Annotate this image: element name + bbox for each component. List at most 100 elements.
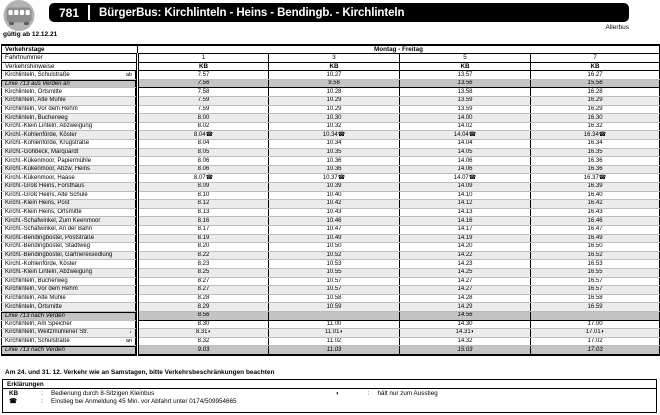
stop-name-cell: Kirchl.-Schafwinkel, Zum Keenmoor (2, 217, 136, 225)
time-cell: 8.27 (136, 277, 269, 287)
stop-name: Kirchlinteln, Vor dem Rehm (5, 105, 78, 112)
trip-note: KB (399, 62, 531, 72)
stop-name: Kirchlinteln, Vor dem Rehm (5, 286, 78, 293)
stop-name: Kirchl.-Bendingbostel, Stadtweg (5, 243, 91, 250)
time-cell: 8.09 (136, 182, 269, 192)
stop-name: Kirchl.-Kükenmoor, Papiermühle (5, 157, 92, 164)
time-cell: 10.58 (268, 294, 400, 304)
timetable-wrapper: Verkehrstage Montag - Freitag Fahrtnummer 1… (1, 44, 660, 356)
trip-note: KB (530, 62, 660, 72)
title-divider (88, 5, 91, 20)
stop-name: Kirchl.-Schafwinkel, Zum Keenmoor (5, 217, 101, 224)
trip-number: 1 (136, 53, 269, 63)
legend-item-exit-only: ◗ : hält nur zum Ausstieg (330, 390, 657, 398)
legend-column-left: KB : Bedienung durch 8-Sitzigen Kleinbus… (3, 389, 330, 407)
stop-name: Kirchl.-Klein Linteln, Abzweigung (5, 269, 93, 276)
time-cell: 14.06 (399, 165, 531, 175)
stop-name: Kirchl.-Groß Heins, Forsthaus (5, 183, 85, 190)
time-cell: 14.04☎ (399, 130, 531, 141)
colon: : (41, 390, 43, 397)
time-cell: 16.49 (530, 234, 660, 244)
table-row: Kirchl.-Schafwinkel, An der Bahn 8.17 10.4… (1, 225, 660, 235)
time-cell: 16.34☎ (530, 130, 660, 141)
stop-name-cell: Kirchl.-Groß Heins, Forsthaus (2, 183, 136, 191)
stop-name: Kirchl.-Klein Heins, Ortsmitte (5, 209, 82, 216)
time-cell: 10.40 (268, 191, 400, 201)
stop-marker: ↓ (129, 329, 132, 336)
legend-item-phone: ☎ : Einstieg bei Anmeldung 45 Min. vor A… (3, 398, 330, 406)
legend-body: KB : Bedienung durch 8-Sitzigen Kleinbus… (3, 389, 656, 407)
time-cell: 10.47 (268, 225, 400, 235)
days-header-value: Montag - Freitag (137, 45, 660, 55)
time-cell: 8.22 (136, 251, 269, 261)
stop-name-cell: Kirchlinteln, Schulstraße an (2, 337, 136, 346)
time-cell: 8.27 (136, 285, 269, 295)
table-row: Kirchl.-Kükenmoor, Haase 8.07☎ 10.37☎ 14.07… (1, 173, 660, 183)
time-cell: 17.00 (530, 320, 660, 330)
table-row: Kirchlinteln, Ortsmitte 8.29 10.59 14.29 16.… (1, 302, 660, 312)
time-cell (268, 310, 400, 321)
stop-name: Kirchlinteln, Am Speicher (5, 320, 72, 327)
table-row: Kirchlinteln, Schulstraße ab 7.57 10.27 13.5… (1, 70, 660, 80)
time-cell: 14.20 (399, 242, 531, 252)
timetable-table: Verkehrstage Montag - Freitag Fahrtnummer 1… (1, 44, 660, 356)
time-cell: 14.25 (399, 268, 531, 278)
route-title-bar: 781 BürgerBus: Kirchlinteln - Heins - Be… (49, 3, 629, 22)
stop-name: Kirchlinteln, Schulstraße (5, 337, 70, 344)
time-cell: 8.23 (136, 259, 269, 269)
stop-marker: ab (125, 71, 132, 78)
time-cell: 16.57 (530, 277, 660, 287)
time-cell: 10.37☎ (268, 173, 400, 183)
time-cell: 8.05 (136, 148, 269, 158)
time-cell: 14.31◗ (399, 328, 531, 338)
stop-name-cell: Kirchl.-Kükenmoor, Papiermühle (2, 157, 136, 165)
time-cell: 16.58 (530, 294, 660, 304)
time-cell: 8.28 (136, 294, 269, 304)
time-cell: 13.57 (399, 70, 531, 80)
time-cell: 8.16 (136, 216, 269, 226)
stop-marker: an (125, 337, 132, 344)
time-cell: 13.58 (399, 87, 531, 98)
stop-name-cell: Linie 713 nach Verden (2, 346, 136, 354)
stop-name-cell: Kirchl.-Groß Heins, Alte Schule (2, 191, 136, 200)
table-row: Kirchlinteln, Am Speicher 8.30 11.00 14.30 1… (1, 320, 660, 330)
table-row: Kirchlinteln, Weitzmühlener Str. ↓ 8.31◗ 11… (1, 328, 660, 338)
phone-icon: ☎ (9, 398, 17, 405)
stop-name-cell: Kirchlinteln, Vor dem Rehm (2, 105, 136, 114)
table-row: Kirchl.-Groß Heins, Alte Schule 8.10 10.40… (1, 191, 660, 201)
time-cell: 14.12 (399, 199, 531, 209)
stop-name: Linie 713 nach Verden (5, 347, 65, 354)
time-cell: 14.00 (399, 113, 531, 123)
stop-name-cell: Kirchlinteln, Alte Mühle (2, 97, 136, 105)
time-cell: 14.32 (399, 337, 531, 347)
stop-name: Kirchl.-Schafwinkel, An der Bahn (5, 226, 93, 233)
stop-name: Kirchl.-Klein Heins, Post (5, 200, 70, 207)
stop-name: Kirchlinteln, Bucherweg (5, 277, 68, 284)
valid-from-label: gültig ab 12.12.21 (3, 31, 58, 38)
time-cell: 7.58 (136, 87, 269, 98)
time-cell: 8.31◗ (136, 328, 269, 338)
time-cell: 10.46 (268, 216, 400, 226)
time-cell: 14.30 (399, 320, 531, 330)
stop-name: Kirchlinteln, Alte Mühle (5, 97, 66, 104)
time-cell: 14.02 (399, 122, 531, 132)
stop-name: Kirchl.-Klein Linteln, Abzweigung (5, 123, 93, 130)
time-cell: 16.43 (530, 208, 660, 218)
time-cell: 11.02 (268, 337, 400, 347)
time-cell: 9.56 (268, 78, 400, 89)
time-cell: 14.04 (399, 139, 531, 149)
stop-name-cell: Kirchl.-Klein Linteln, Abzweigung (2, 268, 136, 277)
time-cell: 7.59 (136, 96, 269, 106)
trip-number: 5 (399, 53, 531, 63)
time-cell: 14.29 (399, 302, 531, 312)
stop-name-cell: Kirchl.-Bendingbostel, Poststraße (2, 234, 136, 243)
exit-only-icon: ◗ (335, 390, 340, 397)
time-cell: 16.37☎ (530, 173, 660, 183)
time-cell: 14.23 (399, 259, 531, 269)
table-row: Linie 713 nach Verden 8.56 14.56 (1, 310, 660, 321)
time-cell: 17.02 (530, 337, 660, 347)
time-cell: 10.36 (268, 165, 400, 175)
time-cell: 14.17 (399, 225, 531, 235)
time-cell: 16.50 (530, 242, 660, 252)
